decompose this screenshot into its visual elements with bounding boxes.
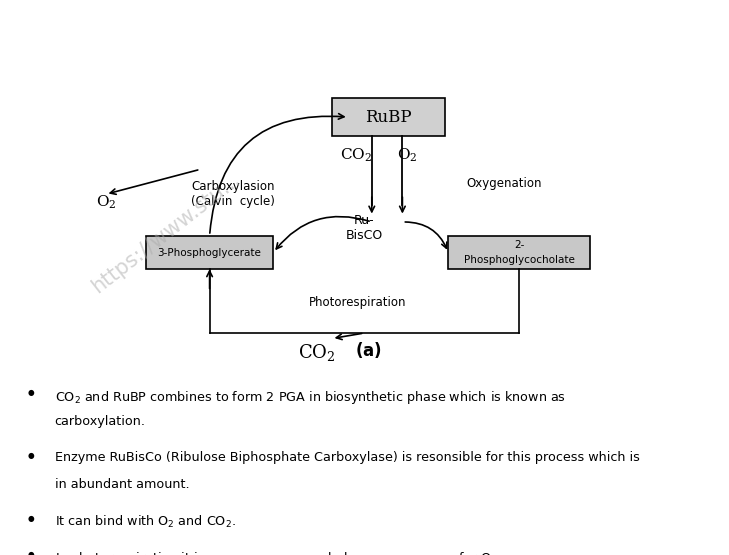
Text: ●: ● (28, 388, 34, 397)
Text: $\mathregular{CO_2}$: $\mathregular{CO_2}$ (340, 147, 372, 164)
Text: Photorespiration: Photorespiration (308, 296, 406, 309)
Text: Oxygenation: Oxygenation (467, 176, 542, 190)
FancyArrowPatch shape (110, 170, 198, 194)
Text: ●: ● (28, 550, 34, 555)
FancyBboxPatch shape (448, 236, 590, 269)
Text: 2-: 2- (514, 240, 525, 250)
Text: $\mathregular{CO_2}$ and RuBP combines to form 2 PGA in biosynthetic phase which: $\mathregular{CO_2}$ and RuBP combines t… (55, 388, 566, 406)
FancyArrowPatch shape (405, 222, 447, 248)
Text: 3-Phosphoglycerate: 3-Phosphoglycerate (157, 248, 262, 258)
Text: ●: ● (28, 451, 34, 460)
Text: Carboxylasion
(Calvin  cycle): Carboxylasion (Calvin cycle) (191, 180, 276, 208)
Text: Phosphoglycocholate: Phosphoglycocholate (464, 255, 575, 265)
FancyBboxPatch shape (332, 98, 445, 136)
FancyBboxPatch shape (146, 236, 273, 269)
Text: Ru-
BisCO: Ru- BisCO (346, 214, 383, 241)
Text: in abundant amount.: in abundant amount. (55, 478, 190, 491)
Text: It can bind with $\mathregular{O_2}$ and $\mathregular{CO_2}$.: It can bind with $\mathregular{O_2}$ and… (55, 514, 235, 530)
FancyArrowPatch shape (210, 114, 344, 233)
Text: Enzyme RuBisCo (Ribulose Biphosphate Carboxylase) is resonsible for this process: Enzyme RuBisCo (Ribulose Biphosphate Car… (55, 451, 639, 464)
Text: ●: ● (28, 514, 34, 523)
Text: $\mathregular{CO_2}$: $\mathregular{CO_2}$ (298, 342, 336, 363)
Text: $\mathregular{O_2}$: $\mathregular{O_2}$ (95, 194, 116, 211)
Text: carboxylation.: carboxylation. (55, 415, 146, 428)
Text: RuBP: RuBP (365, 109, 411, 125)
Text: $\mathbf{(a)}$: $\mathbf{(a)}$ (355, 340, 381, 360)
Text: https://www.stu...: https://www.stu... (87, 169, 243, 297)
Text: In photorespiration it is oxygenase means behaves as enzyme for $\mathregular{O_: In photorespiration it is oxygenase mean… (55, 550, 501, 555)
FancyArrowPatch shape (276, 216, 369, 249)
Text: $\mathregular{O_2}$: $\mathregular{O_2}$ (397, 147, 417, 164)
